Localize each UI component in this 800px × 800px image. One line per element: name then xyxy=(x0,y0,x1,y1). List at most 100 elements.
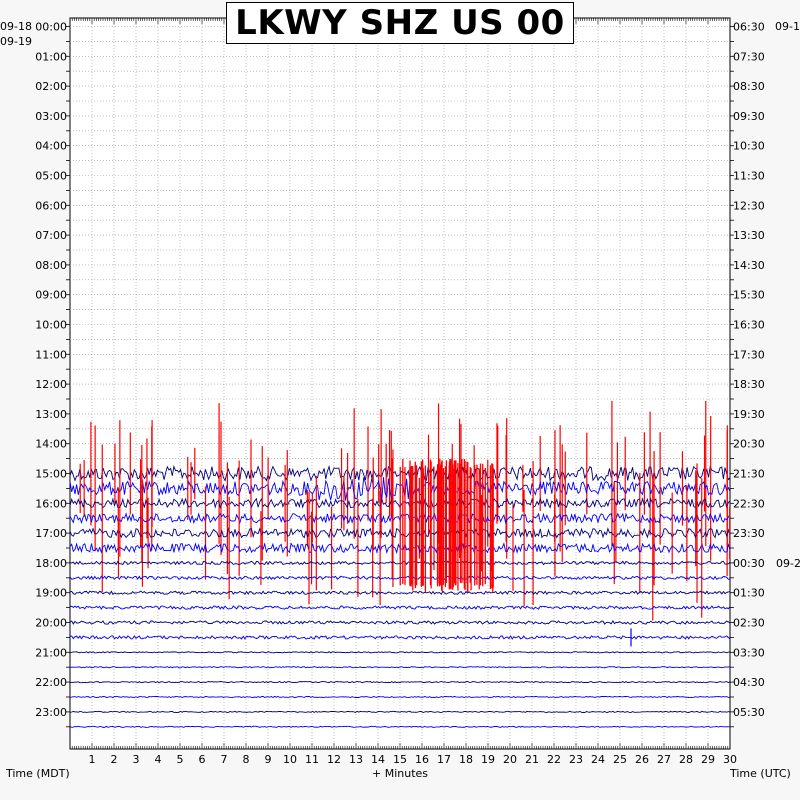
right-hour-label: 09:30 xyxy=(733,110,765,123)
right-hour-label: 05:30 xyxy=(733,706,765,719)
left-hour-label: 23:00 xyxy=(35,706,67,719)
x-tick-label: 22 xyxy=(547,753,561,766)
date-label-right-top: 09-19 xyxy=(775,20,800,33)
right-hour-label: 15:30 xyxy=(733,289,765,302)
x-tick-label: 24 xyxy=(591,753,605,766)
left-hour-labels: 00:00 01:00 02:00 03:00 04:00 05:00 06:00 07:00… xyxy=(35,21,67,719)
left-hour-label: 07:00 xyxy=(35,229,67,242)
right-hour-label: 00:30 xyxy=(733,557,765,570)
trace-row-40 xyxy=(69,620,731,625)
x-tick-label: 8 xyxy=(243,753,250,766)
trace-row-47 xyxy=(69,725,731,728)
right-hour-label: 04:30 xyxy=(733,676,765,689)
x-tick-label: 16 xyxy=(415,753,429,766)
x-tick-label: 10 xyxy=(283,753,297,766)
left-hour-label: 01:00 xyxy=(35,50,67,63)
left-hour-label: 14:00 xyxy=(35,438,67,451)
right-hour-label: 13:30 xyxy=(733,229,765,242)
trace-row-39 xyxy=(69,605,731,611)
x-tick-label: 1 xyxy=(89,753,96,766)
x-tick-label: 23 xyxy=(569,753,583,766)
left-hour-label: 19:00 xyxy=(35,587,67,600)
x-tick-label: 6 xyxy=(199,753,206,766)
right-hour-label: 20:30 xyxy=(733,438,765,451)
left-hour-label: 13:00 xyxy=(35,408,67,421)
right-hour-label: 03:30 xyxy=(733,646,765,659)
footer-left-axis-label: Time (MDT) xyxy=(6,767,70,780)
left-hour-label: 21:00 xyxy=(35,646,67,659)
trace-row-42 xyxy=(69,651,731,654)
chart-title: LKWY SHZ US 00 xyxy=(226,2,574,44)
left-hour-label: 03:00 xyxy=(35,110,67,123)
x-tick-label: 4 xyxy=(155,753,162,766)
x-tick-label: 21 xyxy=(525,753,539,766)
footer-center-axis-label: + Minutes xyxy=(372,767,429,780)
x-tick-label: 18 xyxy=(459,753,473,766)
x-tick-label: 20 xyxy=(503,753,517,766)
right-hour-label: 16:30 xyxy=(733,319,765,332)
right-hour-label: 01:30 xyxy=(733,587,765,600)
date-label-left-top: 09-18 xyxy=(0,20,32,33)
x-tick-label: 14 xyxy=(371,753,385,766)
x-tick-label: 15 xyxy=(393,753,407,766)
trace-row-41 xyxy=(69,634,731,640)
right-hour-label: 17:30 xyxy=(733,348,765,361)
x-tick-label: 29 xyxy=(701,753,715,766)
right-hour-label: 10:30 xyxy=(733,140,765,153)
right-hour-label: 08:30 xyxy=(733,80,765,93)
x-tick-label: 28 xyxy=(679,753,693,766)
x-tick-label: 3 xyxy=(133,753,140,766)
left-hour-label: 17:00 xyxy=(35,527,67,540)
x-tick-label: 19 xyxy=(481,753,495,766)
left-hour-label: 05:00 xyxy=(35,170,67,183)
left-hour-label: 09:00 xyxy=(35,289,67,302)
right-hour-label: 06:30 xyxy=(733,21,765,34)
right-hour-label: 07:30 xyxy=(733,50,765,63)
right-hour-label: 23:30 xyxy=(733,527,765,540)
right-hour-label: 11:30 xyxy=(733,170,765,183)
x-tick-label: 12 xyxy=(327,753,341,766)
x-tick-label: 9 xyxy=(265,753,272,766)
x-tick-label: 5 xyxy=(177,753,184,766)
trace-row-46 xyxy=(69,710,731,714)
right-hour-label: 18:30 xyxy=(733,378,765,391)
left-hour-label: 02:00 xyxy=(35,80,67,93)
right-hour-label: 19:30 xyxy=(733,408,765,421)
trace-row-38 xyxy=(69,590,731,596)
left-hour-label: 00:00 xyxy=(35,21,67,34)
right-hour-label: 14:30 xyxy=(733,259,765,272)
date-label-right-mid: 09-20 xyxy=(776,557,800,570)
x-tick-labels: 1 2 3 4 5 6 7 8 9 10 11 12 13 14 15 16 17 18 19 20 21 22 23 24 2… xyxy=(89,753,738,766)
footer-right-axis-label: Time (UTC) xyxy=(730,767,791,780)
x-tick-label: 17 xyxy=(437,753,451,766)
x-tick-label: 13 xyxy=(349,753,363,766)
right-hour-label: 12:30 xyxy=(733,199,765,212)
left-hour-label: 15:00 xyxy=(35,468,67,481)
x-tick-label: 2 xyxy=(111,753,118,766)
x-tick-label: 25 xyxy=(613,753,627,766)
left-hour-label: 16:00 xyxy=(35,497,67,510)
x-tick-label: 11 xyxy=(305,753,319,766)
right-hour-label: 21:30 xyxy=(733,468,765,481)
x-tick-label: 26 xyxy=(635,753,649,766)
right-hour-label: 22:30 xyxy=(733,497,765,510)
left-hour-label: 04:00 xyxy=(35,140,67,153)
right-hour-label: 02:30 xyxy=(733,617,765,630)
left-hour-label: 11:00 xyxy=(35,348,67,361)
left-hour-label: 20:00 xyxy=(35,617,67,630)
seismic-traces xyxy=(69,400,731,728)
x-tick-label: 7 xyxy=(221,753,228,766)
x-tick-label: 30 xyxy=(723,753,737,766)
left-hour-label: 08:00 xyxy=(35,259,67,272)
left-hour-label: 06:00 xyxy=(35,199,67,212)
trace-row-44 xyxy=(69,680,731,684)
left-hour-label: 22:00 xyxy=(35,676,67,689)
left-hour-label: 12:00 xyxy=(35,378,67,391)
left-hour-label: 10:00 xyxy=(35,319,67,332)
trace-row-43 xyxy=(69,666,731,669)
date-label-left-second: 09-19 xyxy=(0,35,32,48)
left-hour-label: 18:00 xyxy=(35,557,67,570)
trace-row-45 xyxy=(69,695,731,699)
x-tick-label: 27 xyxy=(657,753,671,766)
